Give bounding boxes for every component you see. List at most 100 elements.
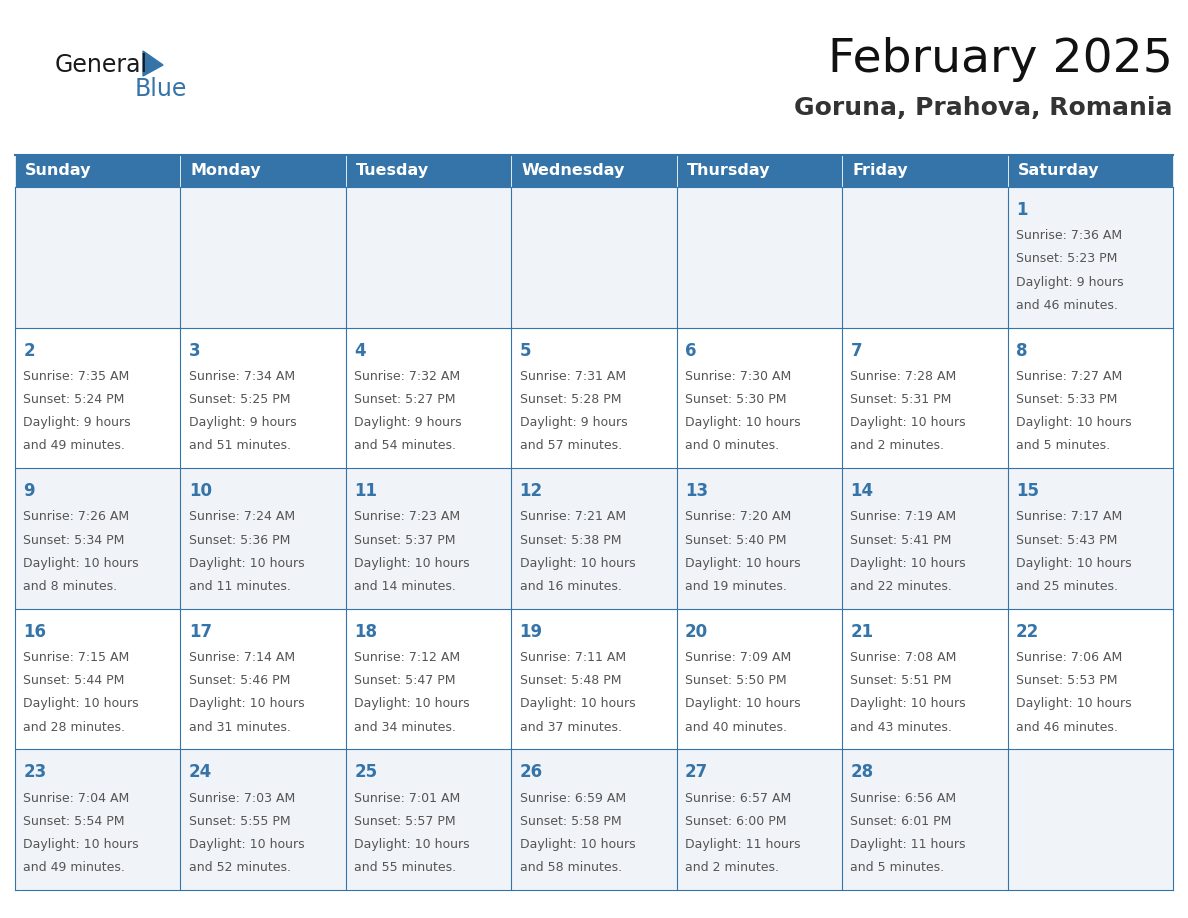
Text: 20: 20 [685, 622, 708, 641]
Text: Sunset: 6:00 PM: Sunset: 6:00 PM [685, 815, 786, 828]
Text: Daylight: 10 hours: Daylight: 10 hours [1016, 698, 1131, 711]
Text: 11: 11 [354, 482, 377, 500]
Text: Sunset: 5:34 PM: Sunset: 5:34 PM [24, 533, 125, 546]
Text: Daylight: 10 hours: Daylight: 10 hours [1016, 416, 1131, 430]
Polygon shape [143, 51, 163, 76]
Text: 14: 14 [851, 482, 873, 500]
Bar [677, 749, 842, 890]
Text: 26: 26 [519, 764, 543, 781]
Text: 16: 16 [24, 622, 46, 641]
Text: 18: 18 [354, 622, 377, 641]
Text: 3: 3 [189, 341, 201, 360]
Bar [842, 749, 1007, 890]
Text: Sunset: 5:27 PM: Sunset: 5:27 PM [354, 393, 456, 406]
Bar [677, 468, 842, 609]
Text: and 58 minutes.: and 58 minutes. [519, 861, 621, 874]
Text: Daylight: 10 hours: Daylight: 10 hours [189, 698, 304, 711]
Text: Daylight: 9 hours: Daylight: 9 hours [24, 416, 131, 430]
Text: 2: 2 [24, 341, 34, 360]
Text: Sunset: 5:57 PM: Sunset: 5:57 PM [354, 815, 456, 828]
Text: 21: 21 [851, 622, 873, 641]
Text: and 40 minutes.: and 40 minutes. [685, 721, 786, 733]
Text: Sunset: 5:41 PM: Sunset: 5:41 PM [851, 533, 952, 546]
Text: Sunset: 6:01 PM: Sunset: 6:01 PM [851, 815, 952, 828]
Text: Sunset: 5:33 PM: Sunset: 5:33 PM [1016, 393, 1117, 406]
Text: Sunrise: 6:57 AM: Sunrise: 6:57 AM [685, 791, 791, 804]
Text: Sunset: 5:30 PM: Sunset: 5:30 PM [685, 393, 786, 406]
Text: 24: 24 [189, 764, 211, 781]
Text: Daylight: 10 hours: Daylight: 10 hours [354, 838, 469, 851]
Text: Sunrise: 7:31 AM: Sunrise: 7:31 AM [519, 370, 626, 383]
Bar [1007, 155, 1173, 187]
Text: Sunrise: 7:12 AM: Sunrise: 7:12 AM [354, 651, 460, 664]
Text: Daylight: 10 hours: Daylight: 10 hours [519, 838, 636, 851]
Bar [842, 328, 1007, 468]
Text: Sunrise: 7:01 AM: Sunrise: 7:01 AM [354, 791, 461, 804]
Bar [15, 609, 181, 749]
Text: and 5 minutes.: and 5 minutes. [851, 861, 944, 874]
Text: Sunset: 5:38 PM: Sunset: 5:38 PM [519, 533, 621, 546]
Bar [511, 187, 677, 328]
Bar [1007, 187, 1173, 328]
Text: 4: 4 [354, 341, 366, 360]
Bar [677, 187, 842, 328]
Text: Sunrise: 6:59 AM: Sunrise: 6:59 AM [519, 791, 626, 804]
Text: 5: 5 [519, 341, 531, 360]
Text: Sunset: 5:40 PM: Sunset: 5:40 PM [685, 533, 786, 546]
Text: 9: 9 [24, 482, 34, 500]
Text: and 11 minutes.: and 11 minutes. [189, 580, 291, 593]
Text: and 25 minutes.: and 25 minutes. [1016, 580, 1118, 593]
Text: and 37 minutes.: and 37 minutes. [519, 721, 621, 733]
Text: Sunrise: 7:28 AM: Sunrise: 7:28 AM [851, 370, 956, 383]
Text: Friday: Friday [852, 163, 908, 178]
Text: and 16 minutes.: and 16 minutes. [519, 580, 621, 593]
Text: and 28 minutes.: and 28 minutes. [24, 721, 125, 733]
Text: Daylight: 10 hours: Daylight: 10 hours [685, 557, 801, 570]
Text: and 2 minutes.: and 2 minutes. [851, 440, 944, 453]
Text: 23: 23 [24, 764, 46, 781]
Text: Sunrise: 7:30 AM: Sunrise: 7:30 AM [685, 370, 791, 383]
Text: Sunset: 5:50 PM: Sunset: 5:50 PM [685, 674, 786, 688]
Text: Sunset: 5:54 PM: Sunset: 5:54 PM [24, 815, 125, 828]
Text: Daylight: 10 hours: Daylight: 10 hours [685, 698, 801, 711]
Text: Sunrise: 7:06 AM: Sunrise: 7:06 AM [1016, 651, 1123, 664]
Bar [511, 155, 677, 187]
Text: Sunset: 5:47 PM: Sunset: 5:47 PM [354, 674, 456, 688]
Text: 25: 25 [354, 764, 378, 781]
Text: Daylight: 10 hours: Daylight: 10 hours [519, 557, 636, 570]
Text: Tuesday: Tuesday [355, 163, 429, 178]
Bar [181, 749, 346, 890]
Bar [181, 328, 346, 468]
Text: and 54 minutes.: and 54 minutes. [354, 440, 456, 453]
Text: 27: 27 [685, 764, 708, 781]
Text: Sunset: 5:44 PM: Sunset: 5:44 PM [24, 674, 125, 688]
Bar [1007, 749, 1173, 890]
Bar [346, 468, 511, 609]
Text: Sunset: 5:46 PM: Sunset: 5:46 PM [189, 674, 290, 688]
Text: and 5 minutes.: and 5 minutes. [1016, 440, 1110, 453]
Text: Daylight: 10 hours: Daylight: 10 hours [851, 698, 966, 711]
Bar [181, 609, 346, 749]
Bar [15, 468, 181, 609]
Text: and 34 minutes.: and 34 minutes. [354, 721, 456, 733]
Text: Sunrise: 7:27 AM: Sunrise: 7:27 AM [1016, 370, 1123, 383]
Text: Daylight: 11 hours: Daylight: 11 hours [685, 838, 801, 851]
Text: Sunrise: 7:08 AM: Sunrise: 7:08 AM [851, 651, 956, 664]
Text: Blue: Blue [135, 77, 188, 101]
Text: Daylight: 9 hours: Daylight: 9 hours [189, 416, 296, 430]
Text: Sunset: 5:31 PM: Sunset: 5:31 PM [851, 393, 952, 406]
Bar [842, 155, 1007, 187]
Text: Daylight: 10 hours: Daylight: 10 hours [24, 838, 139, 851]
Text: General: General [55, 53, 148, 77]
Text: Goruna, Prahova, Romania: Goruna, Prahova, Romania [795, 96, 1173, 120]
Text: February 2025: February 2025 [828, 38, 1173, 83]
Text: Daylight: 9 hours: Daylight: 9 hours [354, 416, 462, 430]
Text: Daylight: 10 hours: Daylight: 10 hours [189, 838, 304, 851]
Text: Sunset: 5:24 PM: Sunset: 5:24 PM [24, 393, 125, 406]
Bar [677, 328, 842, 468]
Text: 8: 8 [1016, 341, 1028, 360]
Bar [181, 155, 346, 187]
Bar [346, 187, 511, 328]
Text: Sunrise: 7:36 AM: Sunrise: 7:36 AM [1016, 230, 1121, 242]
Text: Sunset: 5:51 PM: Sunset: 5:51 PM [851, 674, 952, 688]
